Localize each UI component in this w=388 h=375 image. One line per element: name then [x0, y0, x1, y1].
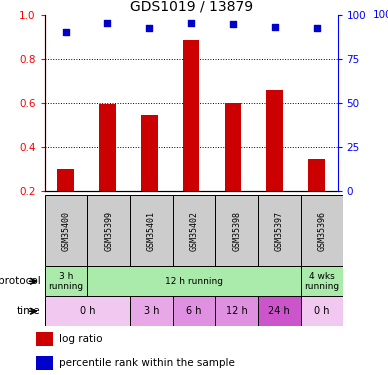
Bar [130, 195, 173, 266]
Bar [215, 195, 258, 266]
Point [188, 20, 194, 26]
Bar [301, 296, 343, 326]
Text: GSM35400: GSM35400 [61, 211, 71, 251]
Bar [308, 159, 325, 191]
Bar [36, 332, 53, 346]
Text: 0 h: 0 h [80, 306, 95, 316]
Text: protocol: protocol [0, 276, 41, 286]
Text: log ratio: log ratio [59, 334, 103, 344]
Point [104, 20, 111, 26]
Bar [57, 169, 74, 191]
Text: 3 h
running: 3 h running [48, 272, 83, 291]
Text: GSM35402: GSM35402 [189, 211, 199, 251]
Point [230, 21, 236, 27]
Text: 3 h: 3 h [144, 306, 159, 316]
Bar [141, 115, 158, 191]
Text: GSM35397: GSM35397 [275, 211, 284, 251]
Bar [173, 296, 215, 326]
Bar [87, 195, 130, 266]
Bar [87, 266, 301, 296]
Text: 6 h: 6 h [186, 306, 202, 316]
Text: 100%: 100% [373, 10, 388, 20]
Bar [258, 195, 301, 266]
Text: 0 h: 0 h [314, 306, 330, 316]
Text: GSM35401: GSM35401 [147, 211, 156, 251]
Bar [258, 296, 301, 326]
Point [314, 25, 320, 31]
Bar [36, 357, 53, 370]
Text: GSM35396: GSM35396 [317, 211, 327, 251]
Text: percentile rank within the sample: percentile rank within the sample [59, 358, 235, 368]
Text: 4 wks
running: 4 wks running [305, 272, 340, 291]
Bar [183, 40, 199, 191]
Bar [301, 266, 343, 296]
Text: 24 h: 24 h [268, 306, 290, 316]
Bar [45, 296, 130, 326]
Bar [45, 266, 87, 296]
Point [146, 25, 152, 31]
Text: 12 h: 12 h [226, 306, 248, 316]
Bar [215, 296, 258, 326]
Title: GDS1019 / 13879: GDS1019 / 13879 [130, 0, 253, 14]
Bar [301, 195, 343, 266]
Bar [130, 296, 173, 326]
Point [272, 24, 278, 30]
Text: 12 h running: 12 h running [165, 277, 223, 286]
Bar [173, 195, 215, 266]
Text: GSM35399: GSM35399 [104, 211, 113, 251]
Bar [267, 90, 283, 191]
Text: GSM35398: GSM35398 [232, 211, 241, 251]
Bar [225, 103, 241, 191]
Point [62, 29, 69, 35]
Bar [45, 195, 87, 266]
Text: time: time [17, 306, 41, 316]
Bar [99, 104, 116, 191]
